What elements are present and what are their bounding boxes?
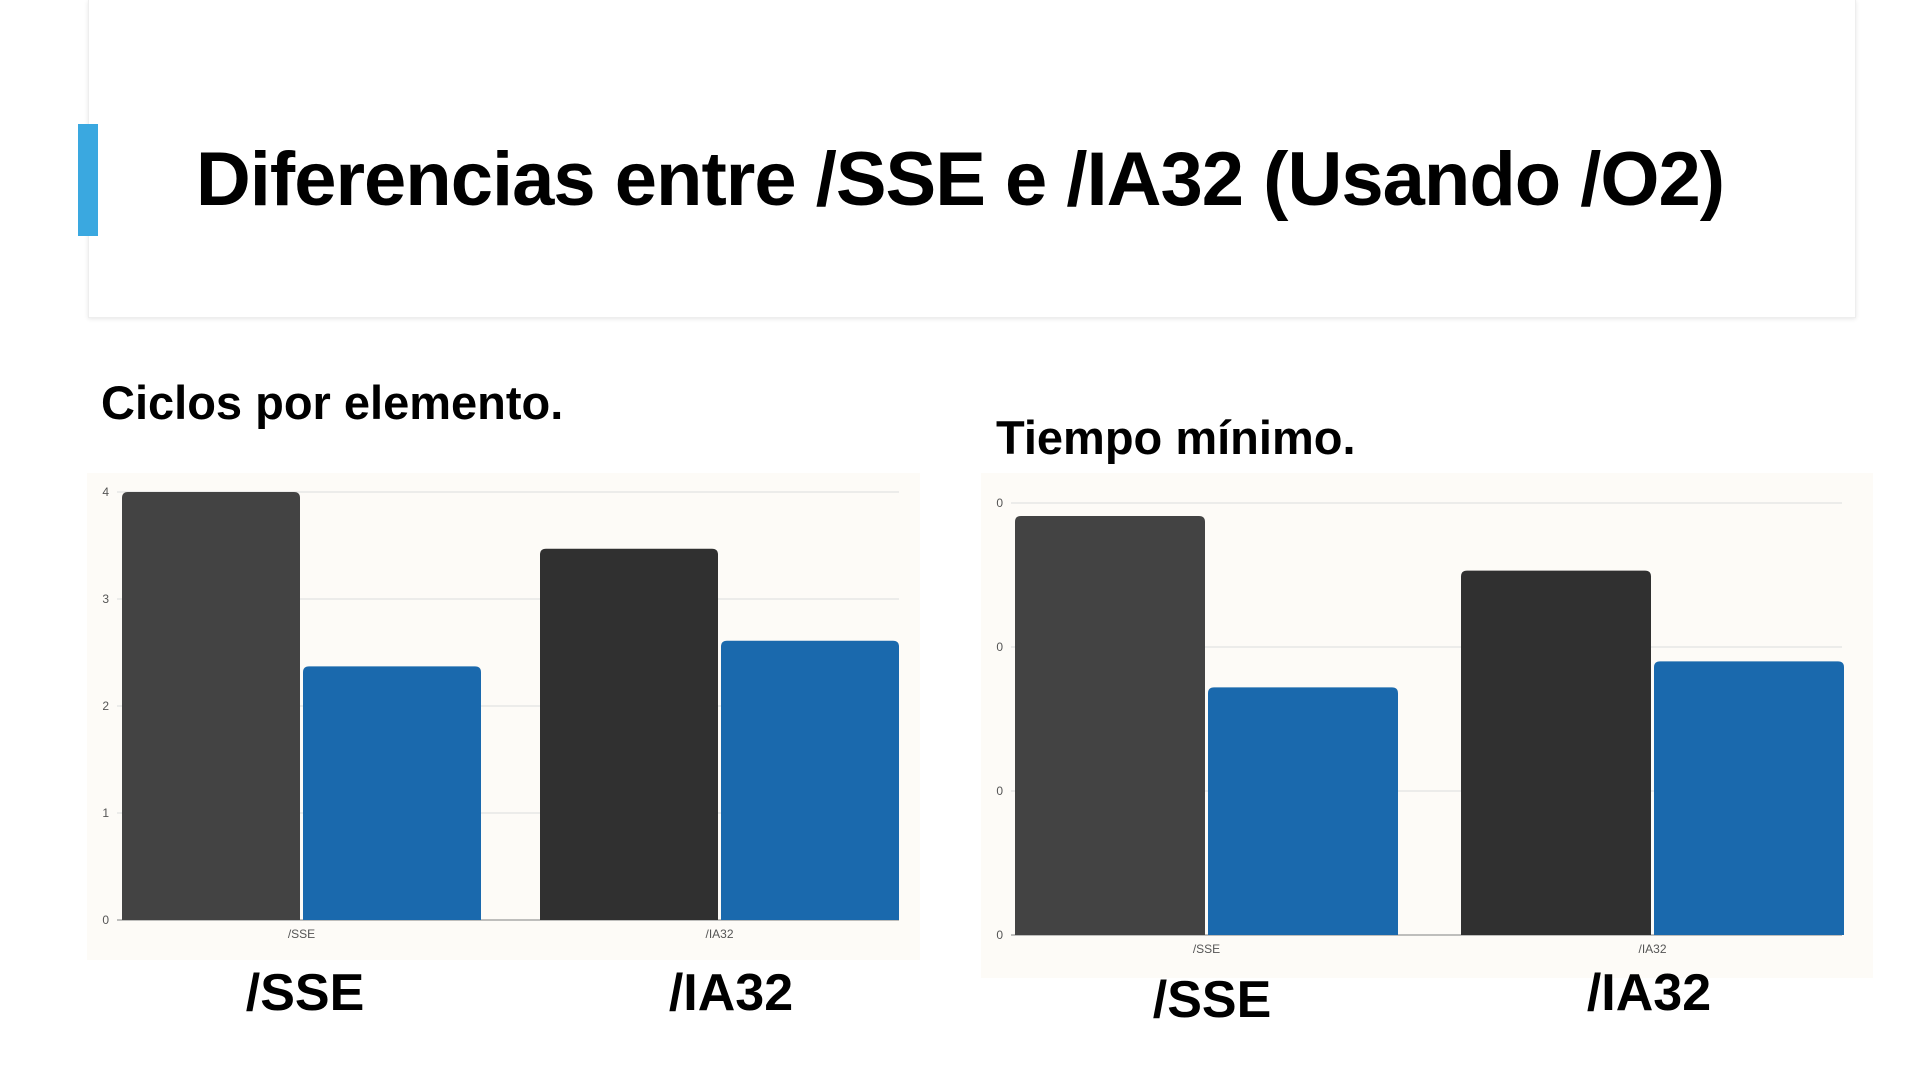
chart-left-y-tick-label: 2 xyxy=(102,699,109,713)
chart-right: 0 0 0 0/SSE/IA32 xyxy=(981,473,1873,978)
chart-left: 0 1 2 3 4/SSE/IA32 xyxy=(87,473,920,960)
chart-left-y-tick-label: 4 xyxy=(102,485,109,499)
chart-left-bar-ia32-s2 xyxy=(721,640,899,920)
chart-left-x-tick-label: /IA32 xyxy=(705,927,733,941)
title-box xyxy=(88,0,1856,318)
chart-right-y-tick-label: 0 xyxy=(996,640,1003,654)
chart-left-y-tick-label: 1 xyxy=(102,806,109,820)
chart-right-y-tick-label: 0 xyxy=(996,928,1003,942)
chart-left-y-tick-label: 0 xyxy=(102,913,109,927)
chart-right-x-tick-label: /SSE xyxy=(1193,942,1220,956)
slide-title: Diferencias entre /SSE e /IA32 (Usando /… xyxy=(195,137,1725,222)
chart-left-bar-sse-s1 xyxy=(122,492,300,920)
chart-left-bar-ia32-s1 xyxy=(540,548,718,920)
chart-right-big-label-sse: /SSE xyxy=(1152,971,1272,1029)
chart-right-bar-sse-s1 xyxy=(1015,515,1205,935)
chart-left-bar-sse-s2 xyxy=(303,666,481,920)
chart-right-caption: Tiempo mínimo. xyxy=(996,411,1356,464)
chart-right-bar-ia32-s1 xyxy=(1461,570,1651,935)
chart-right-y-tick-label: 0 xyxy=(996,496,1003,510)
chart-left-big-label-ia32: /IA32 xyxy=(668,964,794,1022)
chart-right-bar-ia32-s2 xyxy=(1654,661,1844,935)
chart-right-svg: 0 0 0 0/SSE/IA32 xyxy=(996,496,1844,956)
chart-left-y-tick-label: 3 xyxy=(102,592,109,606)
chart-left-caption: Ciclos por elemento. xyxy=(101,376,564,429)
chart-right-big-label-ia32: /IA32 xyxy=(1586,964,1712,1022)
title-accent-bar xyxy=(78,124,98,236)
chart-right-y-tick-label: 0 xyxy=(996,784,1003,798)
chart-left-x-tick-label: /SSE xyxy=(288,927,315,941)
chart-left-big-label-sse: /SSE xyxy=(245,964,365,1022)
chart-right-x-tick-label: /IA32 xyxy=(1638,942,1666,956)
chart-left-svg: 0 1 2 3 4/SSE/IA32 xyxy=(102,485,899,941)
chart-right-bar-sse-s2 xyxy=(1208,687,1398,935)
